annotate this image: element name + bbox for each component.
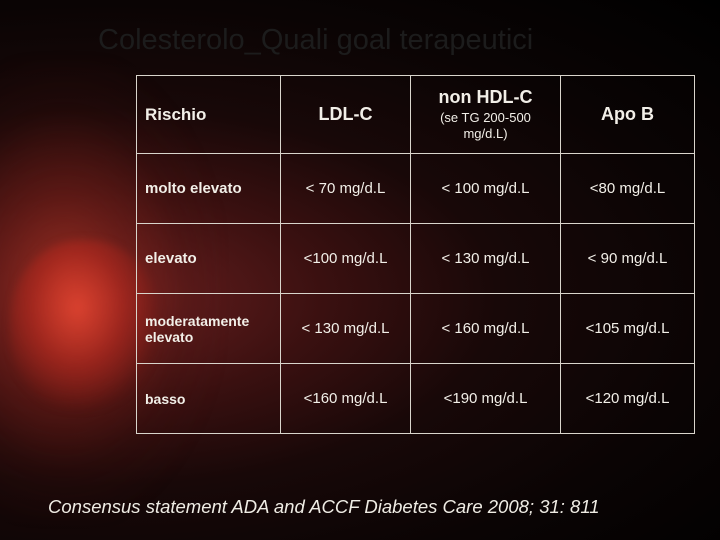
col-header-nonhdl-sub: (se TG 200-500 mg/d.L) — [417, 110, 554, 141]
col-header-nonhdl-main: non HDL-C — [439, 87, 533, 107]
col-header-risk: Rischio — [137, 76, 281, 154]
cell-nonhdl: <190 mg/d.L — [411, 364, 561, 434]
cell-nonhdl: < 130 mg/d.L — [411, 224, 561, 294]
col-header-ldl: LDL-C — [281, 76, 411, 154]
goals-table: Rischio LDL-C non HDL-C (se TG 200-500 m… — [136, 75, 695, 434]
cell-ldl: < 130 mg/d.L — [281, 294, 411, 364]
cell-nonhdl: < 100 mg/d.L — [411, 154, 561, 224]
slide-title: Colesterolo_Quali goal terapeutici — [98, 24, 682, 57]
table-header-row: Rischio LDL-C non HDL-C (se TG 200-500 m… — [137, 76, 695, 154]
cell-apob: <105 mg/d.L — [561, 294, 695, 364]
cell-ldl: <160 mg/d.L — [281, 364, 411, 434]
table-row: molto elevato < 70 mg/d.L < 100 mg/d.L <… — [137, 154, 695, 224]
cell-apob: <120 mg/d.L — [561, 364, 695, 434]
cell-risk: moderatamente elevato — [137, 294, 281, 364]
col-header-apob: Apo B — [561, 76, 695, 154]
table-row: elevato <100 mg/d.L < 130 mg/d.L < 90 mg… — [137, 224, 695, 294]
cell-ldl: <100 mg/d.L — [281, 224, 411, 294]
table-row: moderatamente elevato < 130 mg/d.L < 160… — [137, 294, 695, 364]
citation-text: Consensus statement ADA and ACCF Diabete… — [48, 496, 600, 518]
cell-nonhdl: < 160 mg/d.L — [411, 294, 561, 364]
col-header-nonhdl: non HDL-C (se TG 200-500 mg/d.L) — [411, 76, 561, 154]
slide: Colesterolo_Quali goal terapeutici Risch… — [0, 0, 720, 540]
cell-ldl: < 70 mg/d.L — [281, 154, 411, 224]
cell-risk: molto elevato — [137, 154, 281, 224]
goals-table-container: Rischio LDL-C non HDL-C (se TG 200-500 m… — [136, 75, 694, 434]
cell-risk: basso — [137, 364, 281, 434]
table-row: basso <160 mg/d.L <190 mg/d.L <120 mg/d.… — [137, 364, 695, 434]
cell-risk: elevato — [137, 224, 281, 294]
cell-apob: <80 mg/d.L — [561, 154, 695, 224]
cell-apob: < 90 mg/d.L — [561, 224, 695, 294]
